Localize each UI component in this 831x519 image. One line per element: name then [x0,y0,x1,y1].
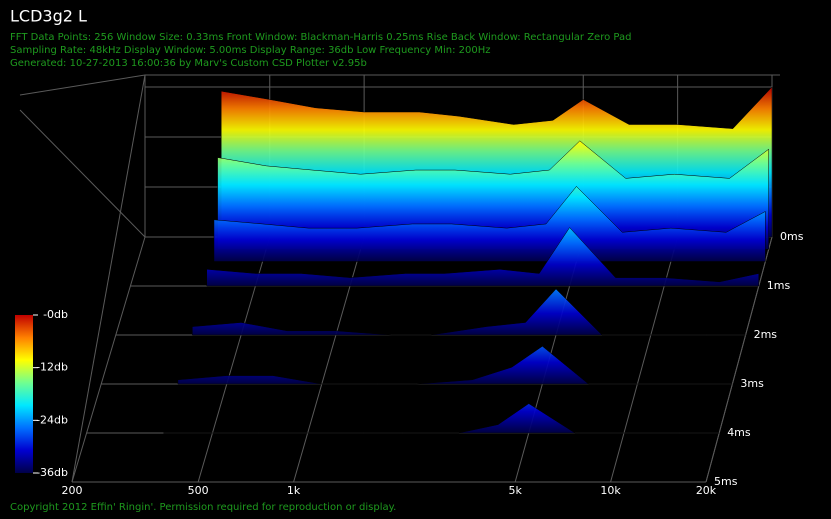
info-line: Sampling Rate: 48kHz Display Window: 5.0… [10,45,491,56]
colorbar-label: -0db [43,308,68,321]
slice-surface [206,227,760,287]
info-line: Generated: 10-27-2013 16:00:36 by Marv's… [10,58,367,69]
x-tick-label: 200 [62,484,83,497]
x-tick-label: 1k [287,484,301,497]
axis-edge [19,74,146,96]
time-tick-label: 2ms [754,328,778,341]
slice-surface [177,345,733,385]
footer: Copyright 2012 Effin' Ringin'. Permissio… [10,502,396,513]
grid-line [705,236,773,483]
slice-surface [192,288,746,336]
time-tick-label: 1ms [767,279,791,292]
axis-edge [19,109,146,238]
colorbar-label: -12db [36,361,68,374]
slice-surface [163,403,720,434]
x-tick-label: 10k [600,484,621,497]
grid-line [71,236,146,483]
chart-title: LCD3g2 L [10,7,87,26]
time-tick-label: 3ms [740,377,764,390]
axis-edge [71,74,146,483]
time-tick-label: 0ms [780,230,804,243]
time-tick-label: 4ms [727,426,751,439]
slice-surface [213,186,766,262]
slice-surface [217,140,769,250]
colorbar-label: -36db [36,466,68,479]
grid-line [610,236,679,483]
x-tick-label: 500 [188,484,209,497]
info-line: FFT Data Points: 256 Window Size: 0.33ms… [10,32,631,43]
color-bar [15,315,33,473]
time-tick-label: 5ms [714,475,738,488]
colorbar-label: -24db [36,413,68,426]
x-tick-label: 5k [508,484,522,497]
x-tick-label: 20k [696,484,717,497]
